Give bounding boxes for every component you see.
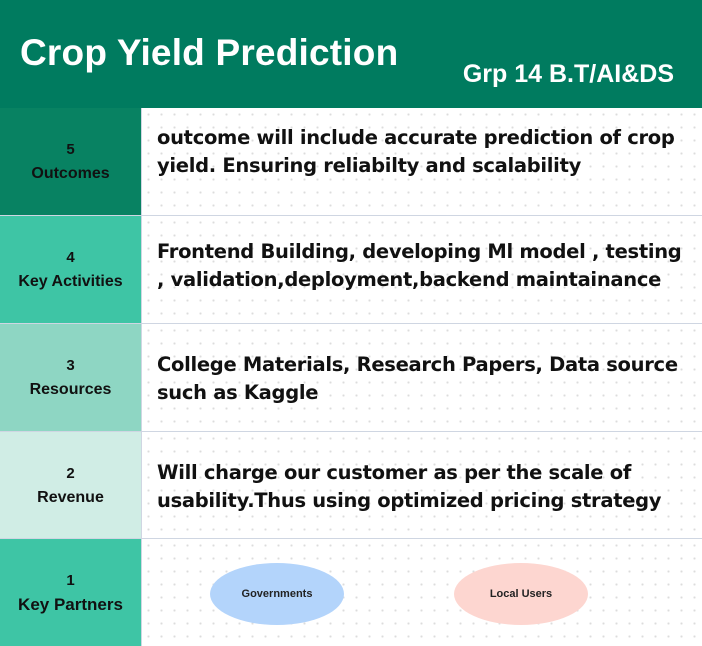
- row-name: Resources: [29, 381, 112, 398]
- row-text: Frontend Building, developing Ml model ,…: [157, 240, 682, 291]
- page-title: Crop Yield Prediction: [20, 32, 399, 73]
- row-name: Key Activities: [18, 273, 123, 290]
- row-content: Frontend Building, developing Ml model ,…: [141, 216, 702, 324]
- row-label: 2 Revenue: [0, 432, 141, 539]
- row-text: College Materials, Research Papers, Data…: [157, 353, 678, 404]
- row-content: Will charge our customer as per the scal…: [141, 432, 702, 539]
- header: Crop Yield Prediction Grp 14 B.T/AI&DS: [0, 0, 702, 108]
- row-label: 1 Key Partners: [0, 539, 141, 646]
- partner-bubble-local-users: Local Users: [454, 563, 588, 625]
- row-outcomes: 5 Outcomes outcome will include accurate…: [0, 108, 702, 215]
- row-content: College Materials, Research Papers, Data…: [141, 324, 702, 432]
- row-text: outcome will include accurate prediction…: [157, 126, 675, 177]
- partner-bubble-governments: Governments: [210, 563, 344, 625]
- row-number: 3: [66, 357, 75, 374]
- row-label: 3 Resources: [0, 324, 141, 432]
- row-content: Governments Local Users: [141, 539, 702, 646]
- group-label: Grp 14 B.T/AI&DS: [462, 60, 674, 88]
- row-number: 2: [66, 464, 75, 482]
- row-name: Revenue: [37, 488, 104, 506]
- row-text: Will charge our customer as per the scal…: [157, 461, 662, 512]
- row-key-partners: 1 Key Partners Governments Local Users: [0, 538, 702, 646]
- row-resources: 3 Resources College Materials, Research …: [0, 323, 702, 432]
- row-name: Outcomes: [31, 164, 110, 182]
- row-number: 4: [66, 249, 75, 266]
- row-label: 4 Key Activities: [0, 216, 141, 324]
- row-label: 5 Outcomes: [0, 108, 141, 215]
- row-number: 1: [66, 571, 75, 589]
- row-number: 5: [66, 140, 75, 158]
- row-content: outcome will include accurate prediction…: [141, 108, 702, 215]
- row-name: Key Partners: [18, 594, 123, 614]
- row-key-activities: 4 Key Activities Frontend Building, deve…: [0, 215, 702, 324]
- row-revenue: 2 Revenue Will charge our customer as pe…: [0, 431, 702, 539]
